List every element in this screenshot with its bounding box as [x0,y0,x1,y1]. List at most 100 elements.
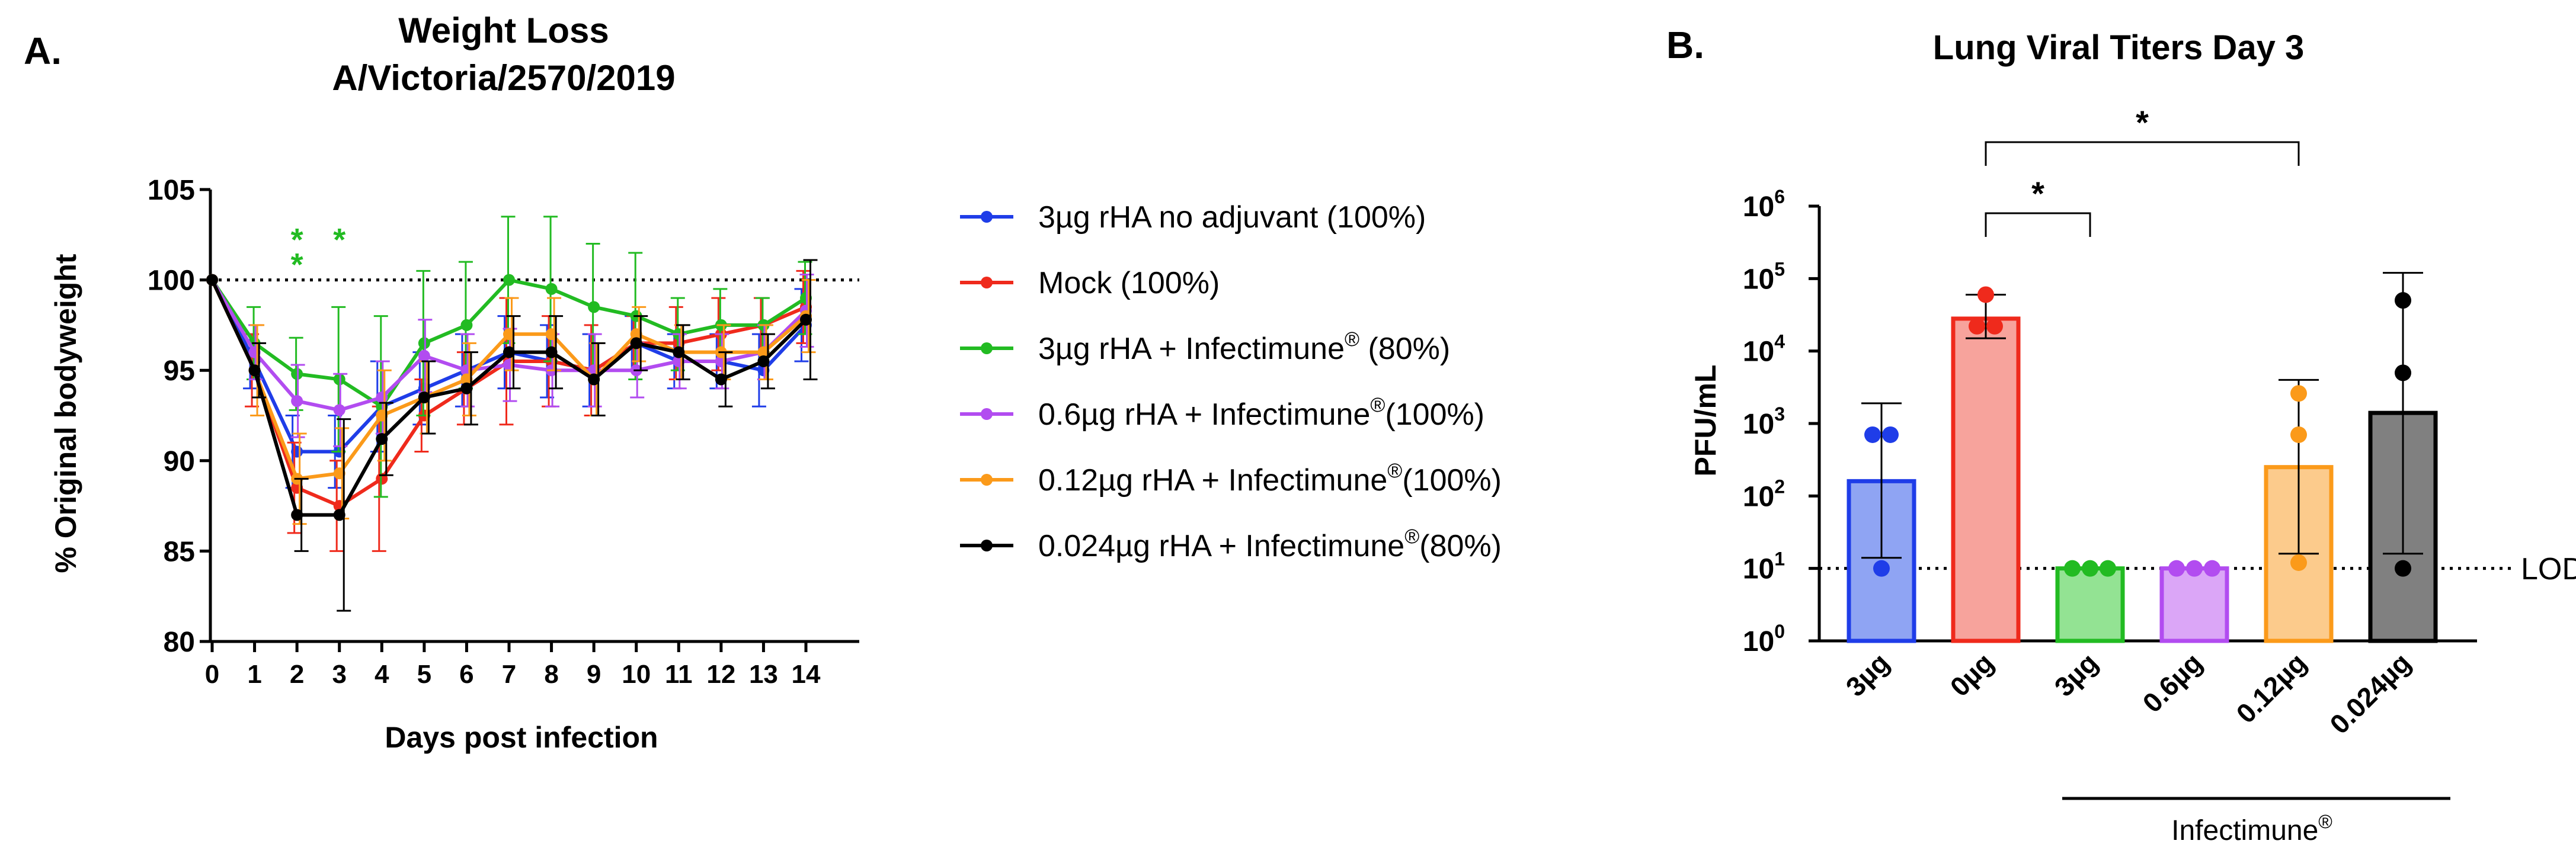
data-point [545,328,558,341]
bar-group-2: 3µg [2049,560,2125,702]
data-point [206,274,218,286]
x-tick-label: 1 [247,660,261,689]
data-point [757,355,770,367]
panel-a-series [206,216,818,612]
x-tick-label: 6 [459,660,473,689]
data-point [1986,317,2003,335]
bracket-star: * [2136,104,2149,141]
bar [2159,566,2229,643]
x-tick-label: 10 [622,660,651,689]
panel-b-ylabel: PFU/mL [1689,365,1722,477]
data-point [376,433,388,445]
data-point [2395,292,2411,309]
legend-label: Mock (100%) [1038,266,1220,300]
data-point [2395,364,2411,381]
bar-group-0: 3µg [1840,402,1916,702]
bar-group-3: 0.6µg [2136,560,2229,718]
data-point [2290,426,2307,443]
data-point [503,346,515,358]
panel-a-significance: *** [291,222,346,283]
y-tick-label: 102 [1743,476,1785,512]
panel-a-legend: 3µg rHA no adjuvant (100%) Mock (100%) 3µg… [960,200,1502,563]
x-tick-label: 9 [587,660,601,689]
significance-bracket: * [1985,104,2300,166]
y-tick-label: 103 [1743,403,1785,440]
panel-b-group: Infectimune® [2062,797,2450,846]
y-tick-label: 90 [164,446,195,477]
bracket-star: * [2031,175,2044,212]
legend-label: 3µg rHA + Infectimune® (80%) [1038,328,1450,366]
x-tick-label: 2 [290,660,304,689]
data-point [2290,385,2307,402]
panel-a-weight-loss: A. Weight Loss A/Victoria/2570/2019 % Or… [24,11,1502,754]
data-point [2290,554,2307,571]
data-point [333,467,345,480]
data-point [1969,317,1985,335]
data-point [376,409,388,422]
panel-b-label: B. [1666,24,1704,66]
bar-group-5: 0.024µg [2324,272,2438,740]
data-point [630,328,642,341]
legend-marker [981,277,993,288]
y-tick-label: 85 [164,536,195,567]
data-point [460,382,473,394]
data-point [545,346,558,358]
y-tick-label: 104 [1743,331,1785,368]
panel-b-lod-label: LOD [2521,552,2576,586]
category-label: 0µg [1944,647,1999,702]
panel-b-bars: 3µg 0µg 3µg 0.6µg 0.12µg 0.024µg [1840,272,2438,740]
legend-label: 3µg rHA no adjuvant (100%) [1038,200,1426,235]
data-point [460,373,473,386]
y-tick-label: 95 [164,355,195,387]
data-point [630,337,642,349]
data-point [715,373,727,386]
data-point [2204,560,2220,577]
data-point [1864,426,1881,443]
significance-star: * [291,247,303,283]
y-tick-label: 101 [1743,548,1785,585]
y-tick-label: 100 [148,265,195,297]
legend-item-1: Mock (100%) [960,266,1220,300]
category-label: 0.024µg [2324,647,2417,740]
group-label: Infectimune® [2171,811,2332,846]
bar-group-4: 0.12µg [2230,378,2334,729]
data-point [588,301,600,313]
data-point [673,346,685,358]
data-point [503,328,515,341]
category-label: 0.6µg [2136,647,2208,718]
data-point [588,373,600,386]
legend-marker [981,342,993,354]
y-tick-label: 100 [1743,621,1785,657]
legend-marker [981,540,993,551]
x-tick-label: 13 [749,660,778,689]
data-point [376,391,388,403]
category-label: 3µg [1840,647,1895,702]
bar [1951,316,2021,643]
data-point [545,283,558,295]
legend-label: 0.024µg rHA + Infectimune®(80%) [1038,525,1502,563]
x-tick-label: 12 [706,660,735,689]
panel-b-lung-titers: B. Lung Viral Titers Day 3 PFU/mL LOD 10… [1666,24,2576,846]
legend-marker [981,211,993,223]
data-point [2082,560,2098,577]
category-label: 0.12µg [2230,647,2312,729]
x-tick-label: 4 [375,660,389,689]
data-point [291,509,303,521]
data-point [291,395,303,408]
data-point [503,274,515,286]
panel-a-title-line1: Weight Loss [398,11,609,50]
data-point [2064,560,2081,577]
x-tick-label: 3 [332,660,346,689]
data-point [1977,286,1994,303]
significance-star: * [291,222,303,258]
bracket-line [1985,212,2091,237]
y-tick-label: 105 [148,175,195,206]
x-tick-label: 14 [792,660,821,689]
x-tick-label: 8 [544,660,558,689]
legend-marker [981,474,993,486]
panel-b-axes: 100 101 102 103 104 105 106 [1743,186,2513,657]
series-3 [206,273,814,447]
data-point [1882,426,1899,443]
y-tick-label: 106 [1743,186,1785,223]
